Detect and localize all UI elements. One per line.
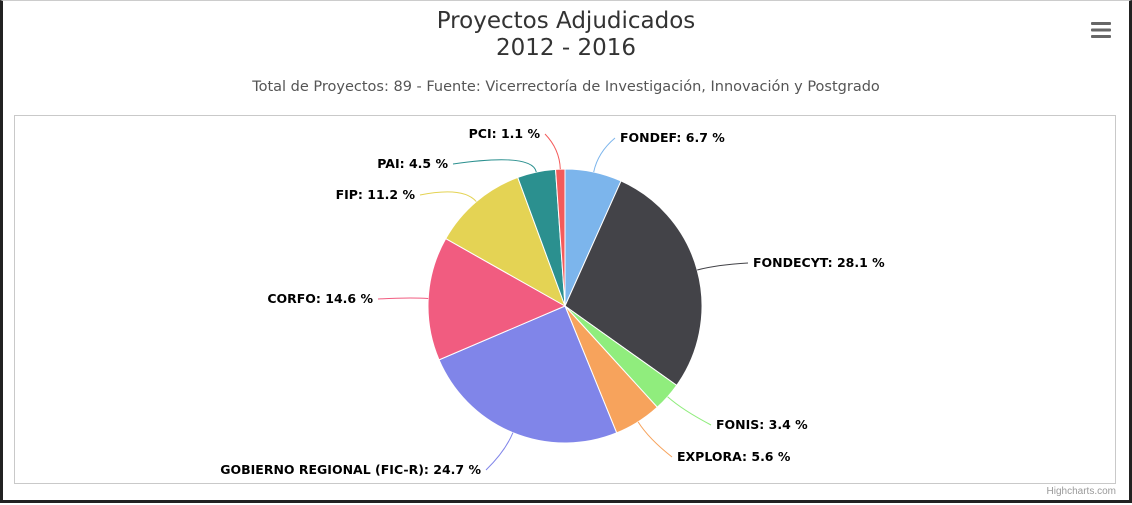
data-label-pci: PCI: 1.1 % [469,126,541,141]
pie-slice-corfo[interactable] [427,237,567,361]
plot-area-border [14,115,1116,484]
data-label-explora: EXPLORA: 5.6 % [677,449,791,464]
connector-line [377,297,429,300]
connector-line [667,396,712,426]
connector-line [452,159,537,173]
data-label-fondef: FONDEF: 6.7 % [620,130,725,145]
pie-slice-fondecyt[interactable] [564,180,703,387]
data-label-fip: FIP: 11.2 % [336,187,416,202]
pie-label-connectors [377,133,749,471]
chart-title: Proyectos Adjudicados 2012 - 2016 [0,8,1132,62]
connector-line [637,421,673,458]
chart-title-line1: Proyectos Adjudicados [436,8,696,34]
data-label-corfo: CORFO: 14.6 % [267,291,373,306]
hamburger-menu-icon[interactable] [1089,20,1113,40]
connector-line [697,262,749,271]
chart-title-line2: 2012 - 2016 [496,35,636,61]
connector-line [485,432,514,471]
pie-data-labels: FONDEF: 6.7 % FONDECYT: 28.1 % FONIS: 3.4 … [220,126,885,477]
chart-subtitle: Total de Proyectos: 89 - Fuente: Vicerre… [252,79,880,95]
data-label-fondecyt: FONDECYT: 28.1 % [753,255,885,270]
data-label-pai: PAI: 4.5 % [377,156,448,171]
connector-line [544,133,561,170]
pie-slices [427,168,703,444]
data-label-fonis: FONIS: 3.4 % [716,417,808,432]
data-label-gobierno-regional-fic-r: GOBIERNO REGIONAL (FIC-R): 24.7 % [220,462,481,477]
connector-line [419,191,477,202]
credits-link[interactable]: Highcharts.com [1046,486,1116,497]
connector-line [593,137,616,173]
